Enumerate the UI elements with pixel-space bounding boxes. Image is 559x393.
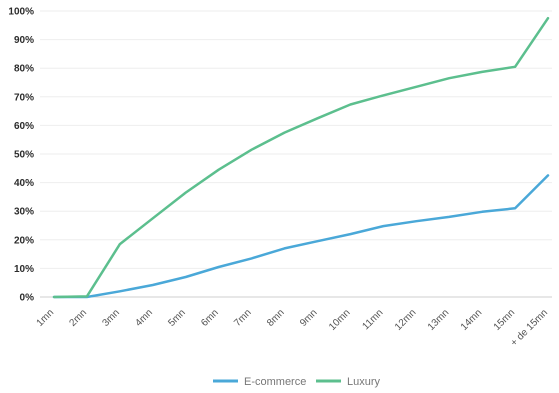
x-tick-label: 11mn [361,307,386,332]
y-tick-label: 40% [14,178,34,189]
x-tick-label: 4mn [133,307,155,329]
y-tick-label: 10% [14,264,34,275]
y-tick-label: 50% [14,150,34,161]
x-tick-label: 9mn [298,307,320,329]
x-tick-label: 10mn [327,307,352,332]
legend-label: Luxury [347,376,381,388]
x-tick-label: 6mn [199,307,221,329]
grid-lines [40,10,552,298]
x-tick-label: 5mn [166,307,188,329]
series-lines [52,16,550,299]
y-tick-label: 20% [14,235,34,246]
y-tick-label: 80% [14,64,34,75]
x-tick-label: 15mn [492,307,517,332]
series-line-luxury [52,16,550,299]
x-tick-label: 2mn [68,307,90,329]
x-tick-label: 7mn [232,307,254,329]
x-tick-label: 8mn [265,307,287,329]
x-tick-label: 12mn [393,307,418,332]
y-tick-label: 60% [14,121,34,132]
x-tick-label: 13mn [426,307,451,332]
x-tick-label: 1mn [35,307,57,329]
y-tick-label: 100% [8,7,34,18]
y-tick-label: 70% [14,92,34,103]
x-tick-label: 3mn [100,307,122,329]
legend: E-commerce Luxury [213,376,381,388]
y-tick-label: 30% [14,207,34,218]
x-axis-ticks: 1mn 2mn 3mn 4mn 5mn 6mn 7mn 8mn 9mn 10mn 11mn 12mn 1… [35,307,551,348]
y-tick-label: 90% [14,35,34,46]
y-axis-ticks: 0% 10% 20% 30% 40% 50% 60% 70% 80% 90% 100% [8,7,34,304]
y-tick-label: 0% [20,293,35,304]
legend-label: E-commerce [244,376,306,388]
series-line-e-commerce [52,174,550,299]
x-tick-label: 14mn [459,307,484,332]
